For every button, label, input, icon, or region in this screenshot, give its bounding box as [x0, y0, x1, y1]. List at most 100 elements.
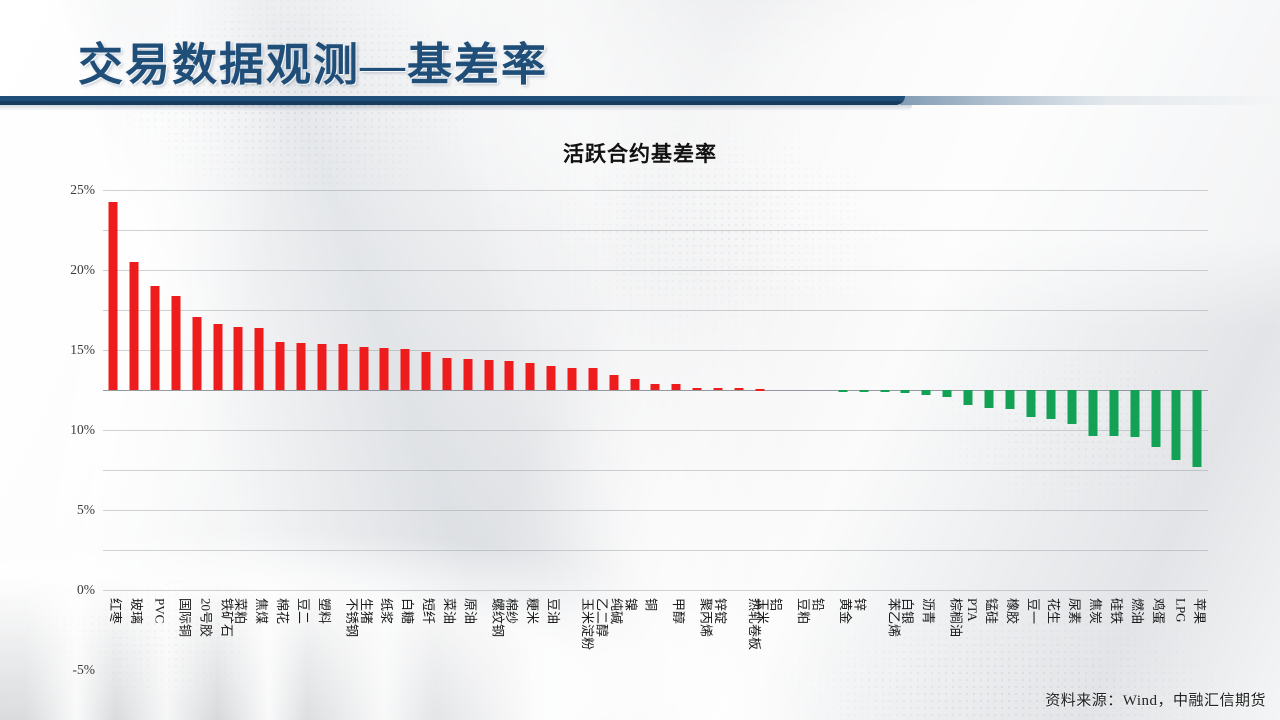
- y-axis-tick-label: 10%: [70, 422, 95, 437]
- x-axis-label-slot: 苯乙烯: [874, 598, 901, 718]
- chart-bar-slot: [791, 190, 812, 590]
- chart-bar: [692, 387, 702, 390]
- x-axis-label-slot: 棉花: [270, 598, 291, 718]
- chart-x-axis-labels: 红枣 玻璃 PVC 国际铜 20号胶 铁矿石 菜粕 焦煤 棉花 豆二 塑料 不锈钢 生猪 纸浆 白糖 短纤 菜油…: [103, 598, 1208, 718]
- chart-bar-slot: [416, 190, 437, 590]
- x-axis-label-slot: 20号胶: [186, 598, 213, 718]
- chart-bar: [630, 378, 640, 390]
- x-axis-label-slot: 粳米: [520, 598, 541, 718]
- chart-bar-slot: [499, 190, 520, 590]
- chart-bar: [838, 390, 848, 392]
- chart-bar: [171, 296, 181, 390]
- y-axis-tick-label: 5%: [77, 502, 95, 517]
- x-axis-label-slot: PVC: [145, 598, 168, 718]
- x-axis-label-slot: 玻璃: [124, 598, 145, 718]
- x-axis-label-slot: 纸浆: [374, 598, 395, 718]
- chart-bar-slot: [1145, 190, 1166, 590]
- x-axis-label-slot: 锌锭: [707, 598, 728, 718]
- x-axis-tick-label: 锌: [852, 598, 868, 612]
- x-axis-label-slot: 铝: [769, 598, 791, 718]
- x-axis-label-slot: PTA: [958, 598, 980, 718]
- chart-bar: [671, 384, 681, 390]
- x-axis-label-slot: 豆一: [1020, 598, 1041, 718]
- x-axis-label-slot: 不锈钢: [332, 598, 359, 718]
- x-axis-label-slot: 橡胶: [999, 598, 1020, 718]
- x-axis-label-slot: 豆油: [541, 598, 562, 718]
- x-axis-label-slot: 螺纹钢: [478, 598, 505, 718]
- chart-bar: [359, 346, 369, 390]
- chart-bar-slot: [207, 190, 228, 590]
- header-divider-shadow: [0, 105, 912, 111]
- chart-bar: [880, 390, 890, 393]
- chart-bar-slot: [1166, 190, 1187, 590]
- chart-bar: [734, 388, 744, 390]
- chart-bar-slot: [916, 190, 937, 590]
- chart-bar-slot: [311, 190, 332, 590]
- chart-bar-slot: [228, 190, 249, 590]
- header-divider: [0, 96, 1280, 120]
- chart-title: 活跃合约基差率: [563, 142, 717, 166]
- chart-bar-slot: [749, 190, 770, 590]
- chart-bar: [1130, 390, 1140, 438]
- gridline: 0%: [77, 390, 1208, 597]
- x-axis-tick-label: 镍: [623, 598, 639, 612]
- chart-bar: [1067, 390, 1077, 424]
- chart-bar-slot: [1187, 190, 1208, 590]
- chart-bar: [296, 342, 306, 390]
- chart-bar-slot: [687, 190, 708, 590]
- chart-bar-slot: [166, 190, 187, 590]
- x-axis-label-slot: 聚丙烯: [687, 598, 714, 718]
- chart-bar-slot: [1041, 190, 1062, 590]
- x-axis-label-slot: 原油: [457, 598, 478, 718]
- chart-bar: [1088, 390, 1098, 436]
- source-note: 资料来源：Wind，中融汇信期货: [1045, 693, 1266, 709]
- gridline: -25%: [103, 590, 1208, 591]
- chart-bar: [567, 367, 577, 390]
- chart-bar: [421, 351, 431, 390]
- chart-bar: [1151, 390, 1161, 447]
- chart-bar-slot: [291, 190, 312, 590]
- x-axis-tick-label: 铜: [643, 598, 659, 612]
- chart-bar: [900, 390, 910, 394]
- gridline: 10%: [70, 310, 1208, 437]
- chart-bar: [1171, 390, 1181, 461]
- x-axis-label-slot: 豆二: [291, 598, 312, 718]
- chart-bar: [525, 362, 535, 390]
- chart-bar: [755, 389, 765, 391]
- chart-bars: [103, 190, 1208, 590]
- gridline: 20%: [70, 230, 1208, 277]
- chart-bar-slot: [1124, 190, 1145, 590]
- x-axis-label-slot: 镍: [623, 598, 645, 718]
- chart-bar-slot: [1020, 190, 1041, 590]
- chart-bar-slot: [853, 190, 874, 590]
- x-axis-label-slot: 白糖: [395, 598, 416, 718]
- chart-bar: [1046, 390, 1056, 419]
- x-axis-label-slot: 黄金: [833, 598, 854, 718]
- chart-bar: [1005, 390, 1015, 410]
- chart-bar: [859, 390, 869, 392]
- chart-bar-slot: [603, 190, 624, 590]
- chart-bar: [588, 368, 598, 390]
- slide-title: 交易数据观测—基差率: [78, 40, 549, 90]
- chart-bar-slot: [978, 190, 999, 590]
- chart-bar: [379, 347, 389, 390]
- chart-bar-slot: [707, 190, 728, 590]
- chart-bar-slot: [124, 190, 145, 590]
- chart-bar-slot: [520, 190, 541, 590]
- gridline: 15%: [70, 270, 1208, 357]
- chart-bar-slot: [249, 190, 270, 590]
- chart-bar: [233, 326, 243, 390]
- x-axis-tick-label: 苹果: [1192, 598, 1208, 625]
- x-axis-label-slot: 沥青: [916, 598, 937, 718]
- x-axis-label-slot: 棕榈油: [937, 598, 964, 718]
- x-axis-label-slot: 纯碱: [603, 598, 624, 718]
- chart-bar-slot: [728, 190, 749, 590]
- chart-bar: [546, 366, 556, 390]
- y-axis-tick-label: 20%: [70, 262, 95, 277]
- x-axis-label-slot: 玉米淀粉: [562, 598, 595, 718]
- chart-bar-slot: [1104, 190, 1125, 590]
- chart-bar: [484, 359, 494, 390]
- chart-bar-slot: [666, 190, 687, 590]
- y-axis-tick-label: 0%: [77, 582, 95, 597]
- chart-bar-slot: [770, 190, 791, 590]
